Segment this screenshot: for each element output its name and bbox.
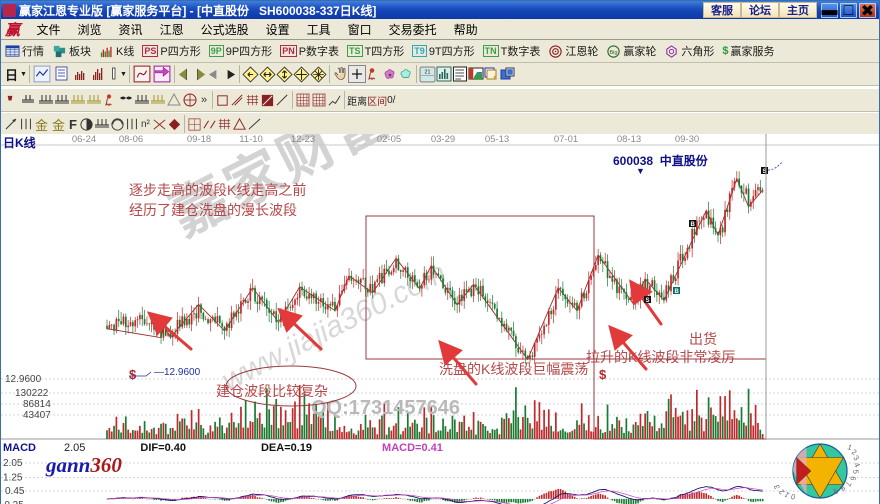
- svg-text:21: 21: [424, 69, 430, 75]
- svg-text:逐步走高的波段K线走高之前: 逐步走高的波段K线走高之前: [129, 182, 306, 198]
- svg-text:拉升的K线波段非常凌厉: 拉升的K线波段非常凌厉: [586, 349, 735, 365]
- svg-text:QQ:1731457646: QQ:1731457646: [311, 397, 460, 419]
- svg-text:$: $: [129, 367, 137, 382]
- svg-text:S: S: [646, 298, 650, 304]
- svg-text:Big: Big: [610, 49, 618, 55]
- svg-text:出货: 出货: [689, 331, 717, 347]
- svg-text:经历了建仓洗盘的漫长波段: 经历了建仓洗盘的漫长波段: [129, 202, 297, 218]
- svg-text:B: B: [675, 289, 680, 295]
- svg-text:B: B: [691, 222, 696, 228]
- svg-text:$: $: [599, 367, 607, 382]
- svg-text:—12.9600: —12.9600: [154, 367, 201, 378]
